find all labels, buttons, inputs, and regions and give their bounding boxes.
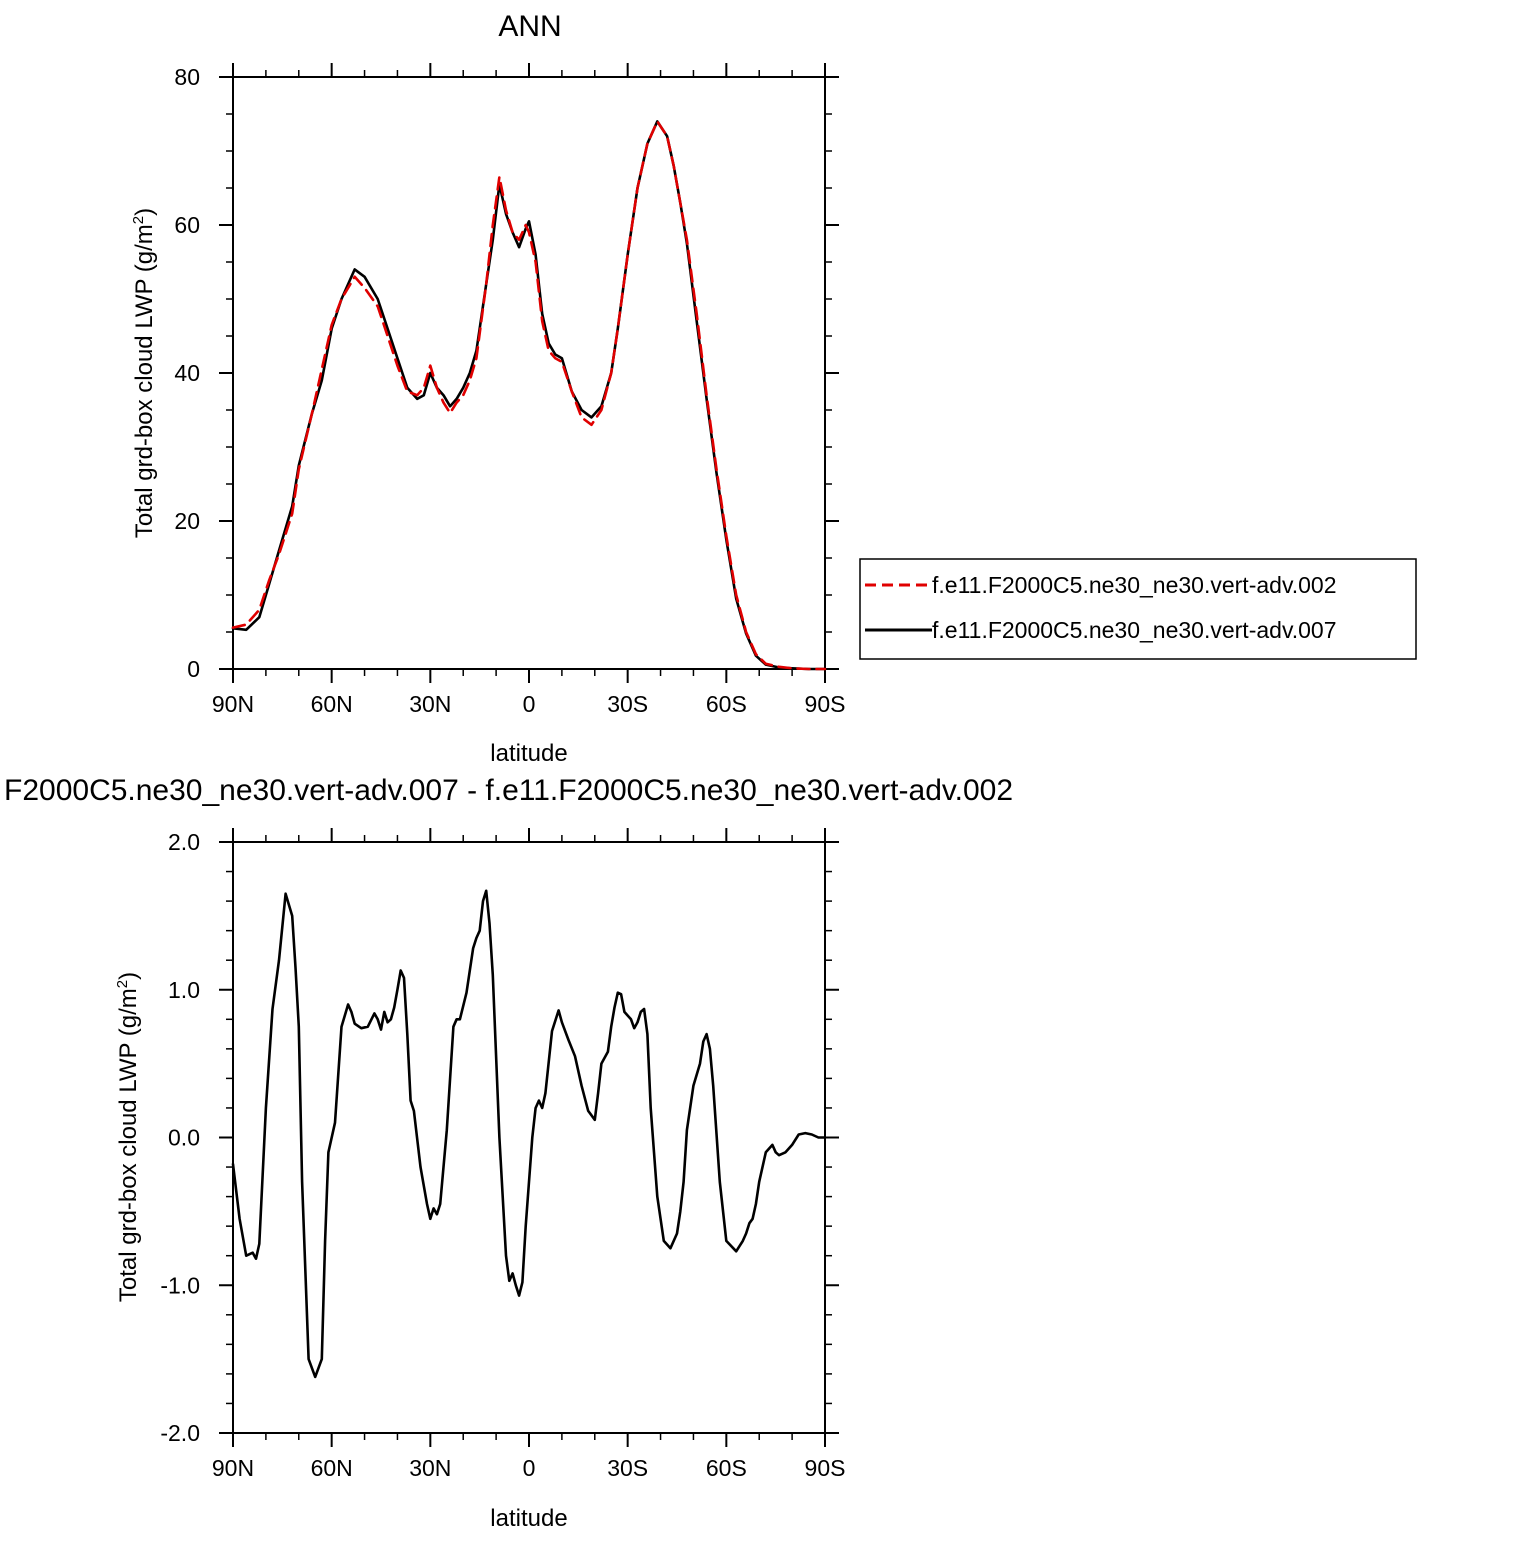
- top-y-axis-title-sup: 2: [130, 216, 147, 224]
- bottom-x-tick-label: 90N: [212, 1455, 254, 1481]
- top-x-axis-title: latitude: [490, 740, 567, 767]
- bottom-y-axis-title-main: Total grd-box cloud LWP (g/m: [115, 988, 142, 1302]
- legend: f.e11.F2000C5.ne30_ne30.vert-adv.002 f.e…: [859, 558, 1417, 660]
- bottom-plot-title: F2000C5.ne30_ne30.vert-adv.007 - f.e11.F…: [4, 774, 1013, 807]
- bottom-y-axis-title-sup: 2: [114, 980, 131, 988]
- bottom-x-tick-label: 0: [523, 1455, 536, 1481]
- bottom-x-axis-title: latitude: [490, 1505, 567, 1532]
- bottom-panel: F2000C5.ne30_ne30.vert-adv.007 - f.e11.F…: [4, 774, 1013, 1532]
- bottom-y-tick-label: 0.0: [168, 1125, 200, 1151]
- bottom-x-tick-label: 60S: [706, 1455, 747, 1481]
- top-y-axis-title-close: ): [131, 208, 158, 216]
- bottom-y-axis-title: Total grd-box cloud LWP (g/m2): [114, 972, 142, 1302]
- top-plot-title: ANN: [498, 10, 561, 43]
- bottom-x-tick-label: 30N: [409, 1455, 451, 1481]
- bottom-y-tick-label: 2.0: [168, 829, 200, 855]
- top-y-tick-label: 60: [174, 212, 200, 238]
- top-axis-ticks: 90N 60N 30N 0 30S 60S 90S 0 20 40 60 80: [174, 63, 845, 717]
- top-series-lines: [231, 120, 827, 671]
- top-panel: ANN 90N 60N 30N 0 30S 60S 90S 0 20 40 60 80 latitud…: [130, 10, 1417, 767]
- top-x-tick-label: 30N: [409, 691, 451, 717]
- legend-label-series-2: f.e11.F2000C5.ne30_ne30.vert-adv.007: [932, 617, 1337, 643]
- top-x-tick-label: 0: [523, 691, 536, 717]
- top-x-tick-label: 30S: [607, 691, 648, 717]
- legend-box: [859, 558, 1417, 660]
- bottom-y-tick-label: 1.0: [168, 977, 200, 1003]
- bottom-y-axis-title-close: ): [115, 972, 142, 980]
- top-y-tick-label: 0: [187, 656, 200, 682]
- bottom-x-tick-label: 30S: [607, 1455, 648, 1481]
- top-y-axis-title-main: Total grd-box cloud LWP (g/m: [131, 224, 158, 538]
- bottom-series-line-1: [231, 889, 827, 1379]
- legend-label-series-1: f.e11.F2000C5.ne30_ne30.vert-adv.002: [932, 572, 1337, 598]
- top-series-line-1: [231, 120, 827, 671]
- top-x-tick-label: 60S: [706, 691, 747, 717]
- top-x-tick-label: 60N: [311, 691, 353, 717]
- bottom-x-tick-label: 60N: [311, 1455, 353, 1481]
- bottom-y-tick-label: -2.0: [160, 1420, 200, 1446]
- top-y-tick-label: 80: [174, 64, 200, 90]
- bottom-axis-ticks: 90N 60N 30N 0 30S 60S 90S -2.0 -1.0 0.0 1.0 2.0: [160, 828, 845, 1481]
- top-y-tick-label: 40: [174, 360, 200, 386]
- top-x-tick-label: 90N: [212, 691, 254, 717]
- bottom-series-lines: [231, 889, 827, 1379]
- top-y-axis-title: Total grd-box cloud LWP (g/m2): [130, 208, 158, 538]
- top-series-line-2: [231, 120, 827, 671]
- top-y-tick-label: 20: [174, 508, 200, 534]
- bottom-x-tick-label: 90S: [805, 1455, 846, 1481]
- top-x-tick-label: 90S: [805, 691, 846, 717]
- bottom-y-tick-label: -1.0: [160, 1272, 200, 1298]
